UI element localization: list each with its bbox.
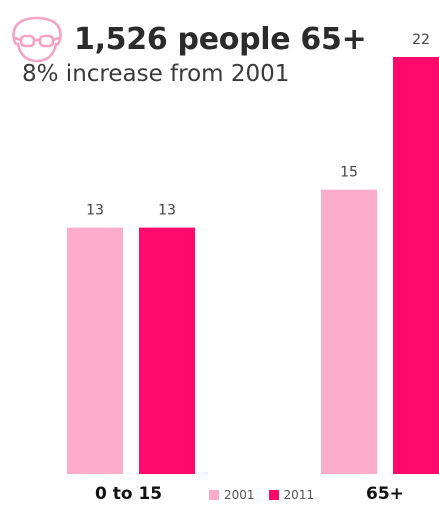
legend-swatch-2001 (209, 490, 219, 500)
subheadline: 8% increase from 2001 (22, 61, 290, 87)
bar-2001-0-to-15 (67, 227, 123, 474)
legend: 2001 2011 (209, 488, 328, 502)
legend-label-2001: 2001 (224, 488, 255, 502)
bar-2011-0-to-15 (139, 227, 195, 474)
data-label-2001-65-plus: 15 (340, 165, 358, 181)
x-axis-row: 0 to 15 2001 2011 65+ (0, 484, 439, 510)
legend-item-2001: 2001 (209, 488, 255, 502)
data-label-2011-65-plus: 22 (412, 32, 430, 48)
legend-label-2011: 2011 (283, 488, 315, 502)
headline-group: 1,526 people 65+ (6, 14, 367, 64)
data-label-2011-0-to-15: 13 (158, 203, 176, 219)
data-label-2001-0-to-15: 13 (86, 203, 104, 219)
headline: 1,526 people 65+ (74, 21, 367, 57)
legend-item-2011: 2011 (268, 488, 315, 502)
bar-2001-65-plus (321, 189, 377, 474)
bar-2011-65-plus (393, 57, 439, 474)
legend-swatch-2011 (268, 490, 279, 500)
elderly-person-icon (12, 16, 62, 63)
category-label-65-plus: 65+ (366, 484, 404, 504)
category-label-0-to-15: 0 to 15 (95, 484, 163, 504)
